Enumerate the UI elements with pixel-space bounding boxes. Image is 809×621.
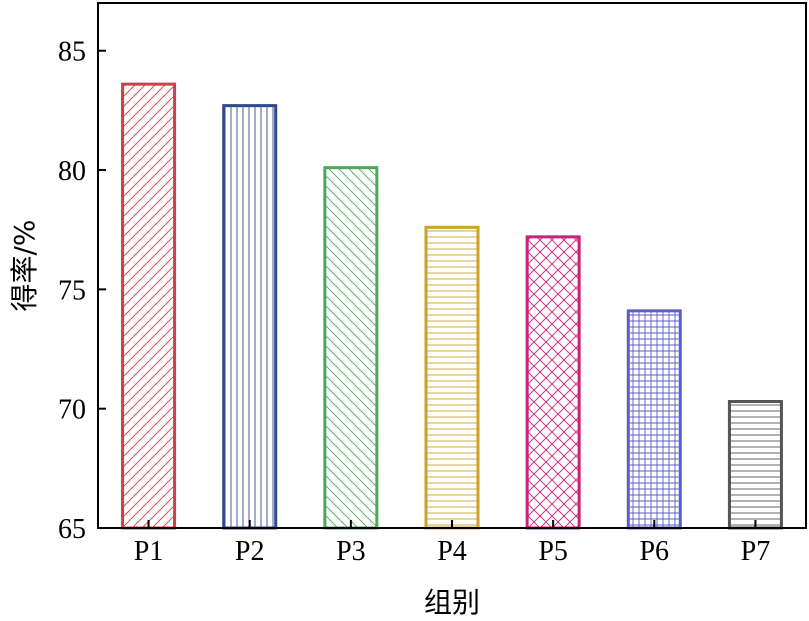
x-tick-label: P5 — [538, 536, 568, 567]
y-tick-label: 75 — [58, 275, 86, 306]
x-tick-label: P4 — [437, 536, 467, 567]
bar-p7 — [727, 400, 783, 530]
bar-p5 — [525, 235, 581, 530]
y-axis: 65 70 75 80 85 — [58, 37, 106, 545]
y-tick-label: 80 — [58, 156, 86, 187]
x-tick-label: P1 — [134, 536, 164, 567]
y-axis-title: 得率/% — [8, 219, 41, 311]
bar-p4 — [424, 225, 480, 530]
bar-p2 — [222, 104, 278, 530]
y-tick-label: 65 — [58, 514, 86, 545]
x-axis-title: 组别 — [424, 586, 480, 619]
x-tick-label: P2 — [235, 536, 265, 567]
y-tick-label: 85 — [58, 37, 86, 68]
bar-p1 — [121, 82, 177, 530]
x-tick-label: P6 — [639, 536, 669, 567]
bar-p6 — [626, 309, 682, 530]
x-tick-label: P3 — [336, 536, 366, 567]
x-tick-label: P7 — [741, 536, 771, 567]
bars-layer — [121, 82, 783, 530]
x-axis: P1 P2 P3 P4 P5 P6 P7 — [134, 520, 770, 567]
y-tick-label: 70 — [58, 395, 86, 426]
bar-p3 — [323, 166, 379, 530]
